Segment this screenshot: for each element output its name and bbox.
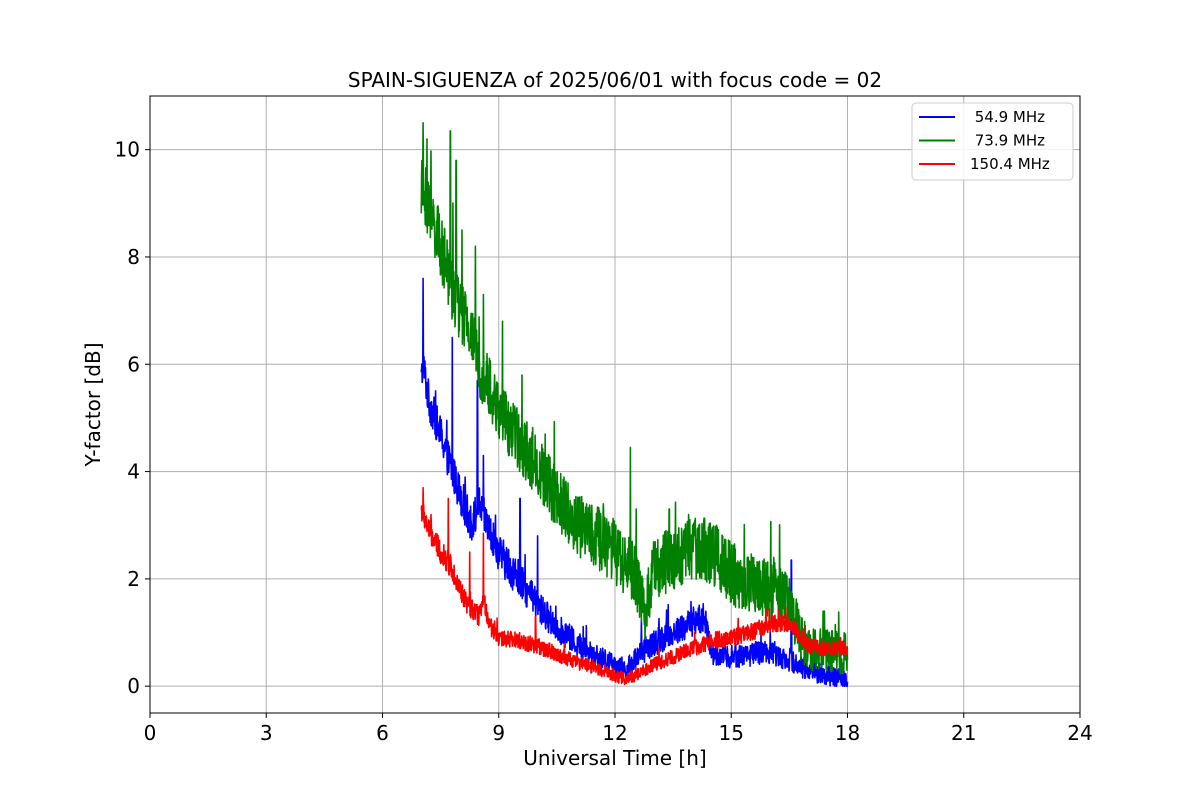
x-tick-label: 9 [492, 721, 505, 745]
series-line-3 [420, 486, 849, 686]
y-tick-label: 4 [127, 460, 140, 484]
y-tick-label: 8 [127, 245, 140, 269]
y-tick-label: 0 [127, 674, 140, 698]
x-tick-label: 6 [376, 721, 389, 745]
x-tick-label: 15 [719, 721, 744, 745]
x-tick-label: 24 [1067, 721, 1092, 745]
y-axis-label: Y-factor [dB] [81, 342, 105, 467]
x-tick-label: 18 [835, 721, 860, 745]
legend-label-2: 73.9 MHz [970, 132, 1045, 150]
x-tick-label: 12 [602, 721, 627, 745]
legend-label-1: 54.9 MHz [970, 108, 1045, 126]
series-lines [420, 122, 849, 687]
legend: 54.9 MHz 73.9 MHz 150.4 MHz [911, 102, 1074, 181]
series-line-2 [420, 122, 849, 675]
x-axis-label: Universal Time [h] [523, 746, 706, 770]
legend-box [911, 102, 1074, 181]
chart-title: SPAIN-SIGUENZA of 2025/06/01 with focus … [348, 68, 882, 92]
y-tick-label: 10 [115, 138, 140, 162]
y-tick-label: 2 [127, 567, 140, 591]
x-tick-label: 3 [260, 721, 273, 745]
series-line-1 [420, 277, 849, 687]
x-tick-label: 0 [144, 721, 157, 745]
x-tick-label: 21 [951, 721, 976, 745]
legend-label-3: 150.4 MHz [970, 155, 1050, 173]
y-tick-label: 6 [127, 352, 140, 376]
